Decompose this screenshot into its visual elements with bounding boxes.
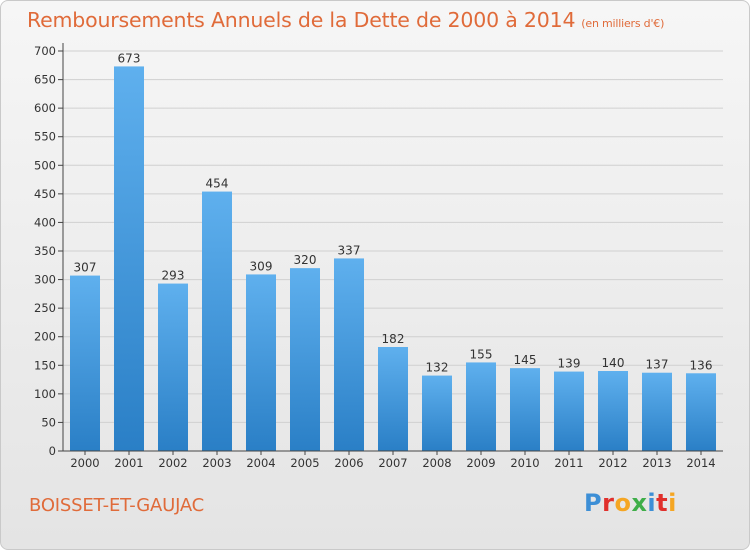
bar-2000 xyxy=(70,275,100,451)
data-label: 309 xyxy=(250,259,273,273)
y-tick-label: 100 xyxy=(34,387,56,401)
chart-title: Remboursements Annuels de la Dette de 20… xyxy=(27,8,664,32)
bar-2012 xyxy=(598,371,628,451)
logo-letter: P xyxy=(584,489,603,517)
logo-letter: i xyxy=(647,489,657,517)
bar-2006 xyxy=(334,258,364,451)
data-label: 145 xyxy=(514,353,537,367)
chart-unit: (en milliers d'€) xyxy=(581,17,665,30)
data-label: 454 xyxy=(206,177,229,191)
bar-2008 xyxy=(422,375,452,451)
y-tick-label: 150 xyxy=(34,358,56,372)
x-tick-label: 2010 xyxy=(510,456,539,470)
y-tick-label: 450 xyxy=(34,187,56,201)
y-tick-label: 300 xyxy=(34,273,56,287)
x-tick-label: 2009 xyxy=(466,456,495,470)
x-tick-label: 2013 xyxy=(642,456,671,470)
bar-2010 xyxy=(510,368,540,451)
data-label: 140 xyxy=(602,356,625,370)
y-tick-label: 200 xyxy=(34,330,56,344)
x-tick-label: 2000 xyxy=(70,456,99,470)
y-tick-label: 0 xyxy=(49,444,56,458)
bar-2009 xyxy=(466,362,496,451)
bar-2011 xyxy=(554,371,584,451)
x-tick-label: 2005 xyxy=(290,456,319,470)
bar-2003 xyxy=(202,191,232,452)
y-tick-label: 350 xyxy=(34,244,56,258)
x-tick-label: 2012 xyxy=(598,456,627,470)
data-label: 136 xyxy=(690,358,713,372)
logo-letter: r xyxy=(602,489,615,517)
data-label: 182 xyxy=(382,332,405,346)
y-tick-label: 550 xyxy=(34,130,56,144)
logo-letter: i xyxy=(668,489,677,517)
data-label: 307 xyxy=(74,261,97,275)
data-label: 137 xyxy=(646,358,669,372)
data-label: 155 xyxy=(470,347,493,361)
chart-title-text: Remboursements Annuels de la Dette de 20… xyxy=(27,8,576,32)
axes xyxy=(58,43,723,455)
logo-letter: t xyxy=(656,489,669,517)
x-tick-label: 2008 xyxy=(422,456,451,470)
y-tick-label: 700 xyxy=(34,44,56,58)
bars xyxy=(70,66,716,452)
x-tick-label: 2002 xyxy=(158,456,187,470)
y-tick-label: 650 xyxy=(34,73,56,87)
labels: 0 50 100 150 200 250 300 350 400 450 500 550 600 650 7… xyxy=(34,44,716,470)
y-tick-label: 600 xyxy=(34,101,56,115)
logo-letter: o xyxy=(614,489,632,517)
bar-2007 xyxy=(378,347,408,451)
bar-2004 xyxy=(246,274,276,451)
x-tick-label: 2006 xyxy=(334,456,363,470)
bar-2001 xyxy=(114,66,144,451)
data-label: 673 xyxy=(118,51,141,65)
x-tick-label: 2011 xyxy=(554,456,583,470)
data-label: 132 xyxy=(426,361,449,375)
proxiti-logo: Proxiti xyxy=(584,489,677,517)
data-label: 337 xyxy=(338,243,361,257)
y-tick-label: 500 xyxy=(34,158,56,172)
bar-2005 xyxy=(290,268,320,451)
x-tick-label: 2007 xyxy=(378,456,407,470)
y-tick-label: 50 xyxy=(41,415,56,429)
commune-name: BOISSET-ET-GAUJAC xyxy=(29,495,205,516)
bar-2014 xyxy=(686,373,716,451)
x-tick-label: 2003 xyxy=(202,456,231,470)
x-tick-label: 2001 xyxy=(114,456,143,470)
y-tick-label: 250 xyxy=(34,301,56,315)
bar-2013 xyxy=(642,372,672,451)
y-tick-label: 400 xyxy=(34,215,56,229)
x-tick-label: 2004 xyxy=(246,456,275,470)
data-label: 293 xyxy=(162,269,185,283)
data-label: 139 xyxy=(558,357,581,371)
logo-letter: x xyxy=(631,489,648,517)
x-tick-label: 2014 xyxy=(686,456,715,470)
bar-2002 xyxy=(158,283,188,451)
data-label: 320 xyxy=(294,253,317,267)
